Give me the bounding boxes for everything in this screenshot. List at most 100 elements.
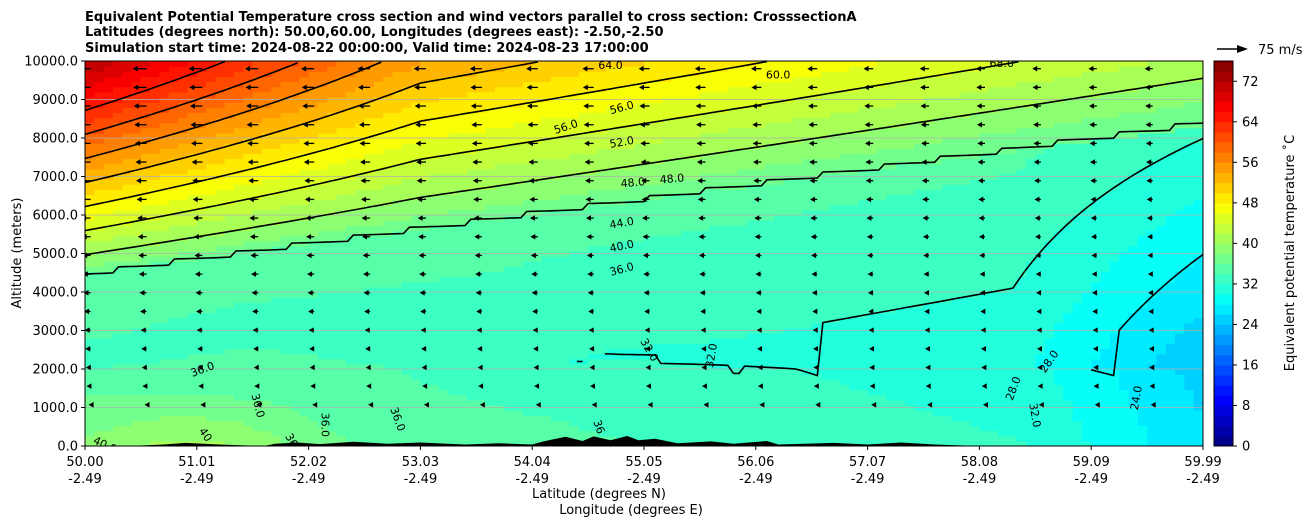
theta-e-band-cell bbox=[131, 71, 142, 77]
theta-e-band-cell bbox=[532, 220, 543, 226]
theta-e-band-cell bbox=[411, 374, 422, 380]
theta-e-band-cell bbox=[606, 215, 617, 221]
theta-e-band-cell bbox=[85, 435, 95, 442]
theta-e-band-cell bbox=[262, 281, 272, 288]
theta-e-band-cell bbox=[289, 256, 300, 262]
theta-e-band-cell bbox=[411, 348, 422, 355]
theta-e-band-cell bbox=[550, 302, 561, 308]
theta-e-band-cell bbox=[550, 297, 561, 303]
theta-e-band-cell bbox=[85, 61, 95, 67]
theta-e-band-cell bbox=[224, 435, 235, 442]
theta-e-band-cell bbox=[392, 343, 403, 350]
theta-e-band-cell bbox=[317, 317, 328, 324]
theta-e-band-cell bbox=[429, 399, 440, 406]
theta-e-band-cell bbox=[345, 430, 356, 437]
theta-e-band-cell bbox=[681, 132, 692, 139]
theta-e-band-cell bbox=[345, 348, 356, 355]
theta-e-band-cell bbox=[243, 209, 254, 216]
theta-e-band-cell bbox=[606, 71, 617, 77]
theta-e-band-cell bbox=[411, 410, 422, 416]
theta-e-band-cell bbox=[150, 143, 161, 149]
theta-e-band-cell bbox=[289, 117, 300, 124]
theta-e-band-cell bbox=[85, 127, 95, 134]
theta-e-band-cell bbox=[541, 107, 552, 113]
theta-e-band-cell bbox=[85, 230, 95, 237]
theta-e-band-cell bbox=[206, 261, 217, 267]
theta-e-band-cell bbox=[94, 107, 105, 113]
theta-e-band-cell bbox=[606, 240, 617, 247]
theta-e-band-cell bbox=[457, 148, 468, 154]
theta-e-band-cell bbox=[327, 209, 338, 216]
theta-e-band-cell bbox=[299, 163, 310, 170]
theta-e-band-cell bbox=[429, 256, 440, 262]
theta-e-band-cell bbox=[466, 307, 477, 314]
theta-e-band-cell bbox=[522, 71, 533, 77]
theta-e-band-cell bbox=[401, 358, 412, 365]
theta-e-band-cell bbox=[513, 286, 524, 293]
theta-e-band-cell bbox=[466, 91, 477, 98]
theta-e-band-cell bbox=[131, 317, 142, 324]
theta-e-band-cell bbox=[606, 261, 617, 267]
theta-e-band-cell bbox=[457, 317, 468, 324]
theta-e-band-cell bbox=[336, 379, 347, 385]
theta-e-band-cell bbox=[560, 122, 571, 129]
theta-e-band-cell bbox=[187, 245, 198, 252]
theta-e-band-cell bbox=[550, 312, 561, 319]
theta-e-band-cell bbox=[625, 215, 636, 221]
theta-e-band-cell bbox=[653, 399, 664, 406]
theta-e-band-cell bbox=[522, 394, 533, 401]
theta-e-band-cell bbox=[289, 286, 300, 293]
theta-e-band-cell bbox=[504, 302, 515, 308]
theta-e-band-cell bbox=[616, 292, 626, 298]
theta-e-band-cell bbox=[457, 184, 468, 190]
theta-e-band-cell bbox=[243, 312, 254, 319]
theta-e-band-cell bbox=[327, 230, 338, 237]
theta-e-band-cell bbox=[522, 420, 533, 427]
theta-e-band-cell bbox=[560, 179, 571, 185]
theta-e-band-cell bbox=[122, 312, 133, 319]
theta-e-band-cell bbox=[299, 338, 310, 344]
theta-e-band-cell bbox=[401, 204, 412, 211]
theta-e-band-cell bbox=[317, 353, 328, 360]
theta-e-band-cell bbox=[401, 276, 412, 283]
theta-e-band-cell bbox=[429, 81, 440, 88]
theta-e-band-cell bbox=[383, 286, 394, 293]
theta-e-band-cell bbox=[215, 179, 226, 185]
theta-e-band-cell bbox=[420, 235, 431, 242]
theta-e-band-cell bbox=[317, 163, 328, 170]
theta-e-band-cell bbox=[345, 112, 356, 119]
theta-e-band-cell bbox=[150, 230, 161, 237]
theta-e-band-cell bbox=[560, 425, 571, 432]
theta-e-band-cell bbox=[364, 153, 375, 160]
theta-e-band-cell bbox=[327, 138, 338, 144]
theta-e-band-cell bbox=[616, 430, 626, 437]
theta-e-band-cell bbox=[634, 281, 645, 288]
theta-e-band-cell bbox=[168, 286, 179, 293]
theta-e-band-cell bbox=[178, 91, 189, 98]
theta-e-band-cell bbox=[234, 358, 244, 365]
theta-e-band-cell bbox=[85, 194, 95, 201]
theta-e-band-cell bbox=[94, 363, 105, 370]
theta-e-band-cell bbox=[634, 127, 645, 134]
theta-e-band-cell bbox=[280, 415, 291, 421]
theta-e-band-cell bbox=[494, 410, 505, 416]
theta-e-band-cell bbox=[578, 71, 589, 77]
theta-e-band-cell bbox=[196, 153, 207, 160]
theta-e-band-cell bbox=[420, 179, 431, 185]
theta-e-band-cell bbox=[85, 369, 95, 375]
theta-e-band-cell bbox=[541, 271, 552, 278]
theta-e-band-cell bbox=[355, 127, 366, 134]
theta-e-band-cell bbox=[420, 132, 431, 139]
theta-e-band-cell bbox=[513, 435, 524, 442]
theta-e-band-cell bbox=[504, 71, 515, 77]
theta-e-band-cell bbox=[224, 179, 235, 185]
theta-e-band-cell bbox=[569, 302, 580, 308]
theta-e-band-cell bbox=[215, 384, 226, 391]
theta-e-band-cell bbox=[150, 399, 161, 406]
theta-e-band-cell bbox=[401, 127, 412, 134]
theta-e-band-cell bbox=[103, 138, 114, 144]
theta-e-band-cell bbox=[560, 312, 571, 319]
theta-e-band-cell bbox=[569, 286, 580, 293]
theta-e-band-cell bbox=[569, 281, 580, 288]
theta-e-band-cell bbox=[439, 230, 449, 237]
